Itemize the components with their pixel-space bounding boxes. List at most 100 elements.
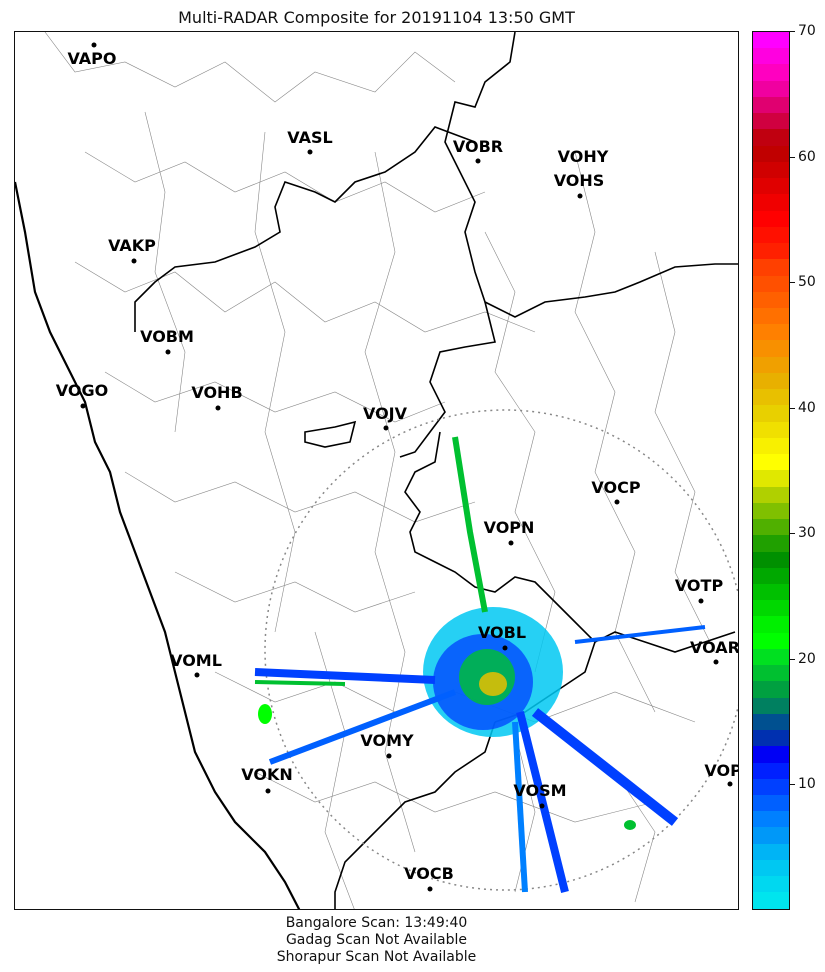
colorbar-segment	[753, 96, 789, 114]
colorbar-segment	[753, 762, 789, 779]
station-label-vobr: VOBR	[452, 137, 504, 156]
colorbar-segment	[753, 243, 789, 260]
colorbar-segment	[753, 340, 789, 357]
colorbar-segment	[753, 697, 789, 714]
station-label-vobm: VOBM	[140, 327, 194, 346]
colorbar-segment	[753, 486, 789, 503]
colorbar-segment	[753, 372, 789, 390]
colorbar-segment	[753, 616, 789, 633]
colorbar-segment	[753, 259, 789, 276]
station-label-vogo: VOGO	[55, 381, 109, 400]
colorbar-tick-label: 70	[798, 23, 816, 39]
colorbar-segment	[753, 583, 789, 601]
station-dot-vocp	[614, 499, 620, 505]
colorbar-segment	[753, 48, 789, 65]
colorbar-segment	[753, 113, 789, 130]
footer-shorapur-scan: Shorapur Scan Not Available	[276, 949, 477, 965]
colorbar-tick	[790, 156, 795, 158]
colorbar-segment	[753, 648, 789, 666]
reflectivity-colorbar	[752, 31, 790, 910]
station-dot-voml	[194, 672, 200, 678]
colorbar-segment	[753, 210, 789, 227]
station-dot-vogo	[80, 403, 86, 409]
colorbar-segment	[753, 876, 789, 893]
map-title: Multi-RADAR Composite for 20191104 13:50…	[178, 8, 575, 27]
colorbar-segment	[753, 32, 789, 49]
station-label-vomy: VOMY	[360, 731, 414, 750]
colorbar-tick-label: 10	[798, 776, 816, 793]
station-label-vohb: VOHB	[191, 383, 243, 402]
station-label-vocp: VOCP	[591, 478, 641, 497]
colorbar-tick	[790, 31, 795, 32]
colorbar-segment	[753, 129, 789, 146]
station-label-votp: VOTP	[674, 576, 724, 595]
colorbar-segment	[753, 778, 789, 796]
district-boundaries	[44, 32, 716, 909]
map-panel: VAPO VASL VOBR VOHY VOHS VAKP VOBM VOGO …	[14, 31, 739, 910]
colorbar-segment	[753, 811, 789, 828]
colorbar-segment	[753, 437, 789, 455]
station-dot-vohs	[577, 193, 583, 199]
station-label-vocb: VOCB	[404, 864, 454, 883]
station-dot-vakp	[131, 258, 137, 264]
colorbar-tick	[790, 533, 795, 535]
station-label-vopc: VOPC	[704, 761, 738, 780]
colorbar-segment	[753, 827, 789, 844]
station-dot-vosm	[539, 803, 545, 809]
station-dot-votp	[698, 598, 704, 604]
station-label-vapo: VAPO	[67, 49, 117, 68]
station-dot-vojv	[383, 425, 389, 431]
station-dot-vokn	[265, 788, 271, 794]
station-label-vopn: VOPN	[483, 518, 535, 537]
station-label-vakp: VAKP	[108, 236, 156, 255]
colorbar-segment	[753, 421, 789, 438]
colorbar-segment	[753, 275, 789, 292]
colorbar-segment	[753, 194, 789, 211]
station-dot-vasl	[307, 149, 313, 155]
station-dot-vobl	[502, 645, 508, 651]
footer-bangalore-scan: Bangalore Scan: 13:49:40	[285, 915, 468, 931]
colorbar-segment	[753, 713, 789, 731]
colorbar-tick	[790, 407, 795, 409]
colorbar-segment	[753, 600, 789, 617]
colorbar-segment	[753, 454, 789, 471]
colorbar-segment	[753, 665, 789, 682]
colorbar-tick-label: 50	[798, 274, 816, 291]
colorbar-segment	[753, 892, 789, 909]
station-label-vohy: VOHY	[557, 147, 609, 166]
colorbar-segment	[753, 795, 789, 812]
colorbar-segment	[753, 567, 789, 584]
station-dot-vopc	[727, 781, 733, 787]
colorbar-tick-label: 30	[798, 525, 816, 542]
station-label-voml: VOML	[170, 651, 222, 670]
colorbar-segment	[753, 226, 789, 244]
colorbar-tick-label: 20	[798, 650, 816, 667]
colorbar-segment	[753, 519, 789, 536]
station-label-vosm: VOSM	[513, 781, 567, 800]
colorbar-segment	[753, 405, 789, 422]
station-dot-voar	[713, 659, 719, 665]
station-label-vasl: VASL	[287, 128, 333, 147]
station-label-vojv: VOJV	[362, 404, 408, 423]
colorbar-segment	[753, 470, 789, 487]
coastline	[15, 181, 301, 909]
station-label-vobl: VOBL	[477, 623, 527, 642]
colorbar-segment	[753, 502, 789, 520]
colorbar-segment	[753, 843, 789, 860]
state-boundaries	[134, 32, 738, 909]
radar-echoes	[254, 436, 706, 893]
station-dot-vobm	[165, 349, 171, 355]
colorbar-segment	[753, 859, 789, 877]
colorbar-segment	[753, 746, 789, 763]
station-label-voar: VOAR	[690, 638, 739, 657]
footer-gadag-scan: Gadag Scan Not Available	[285, 932, 468, 948]
station-dot-vapo	[91, 42, 97, 48]
colorbar-segment	[753, 161, 789, 179]
station-dot-vopn	[508, 540, 514, 546]
map-canvas	[15, 32, 738, 909]
station-label-vohs: VOHS	[553, 171, 605, 190]
colorbar-segment	[753, 324, 789, 341]
colorbar-segment	[753, 307, 789, 325]
station-dot-vomy	[386, 753, 392, 759]
